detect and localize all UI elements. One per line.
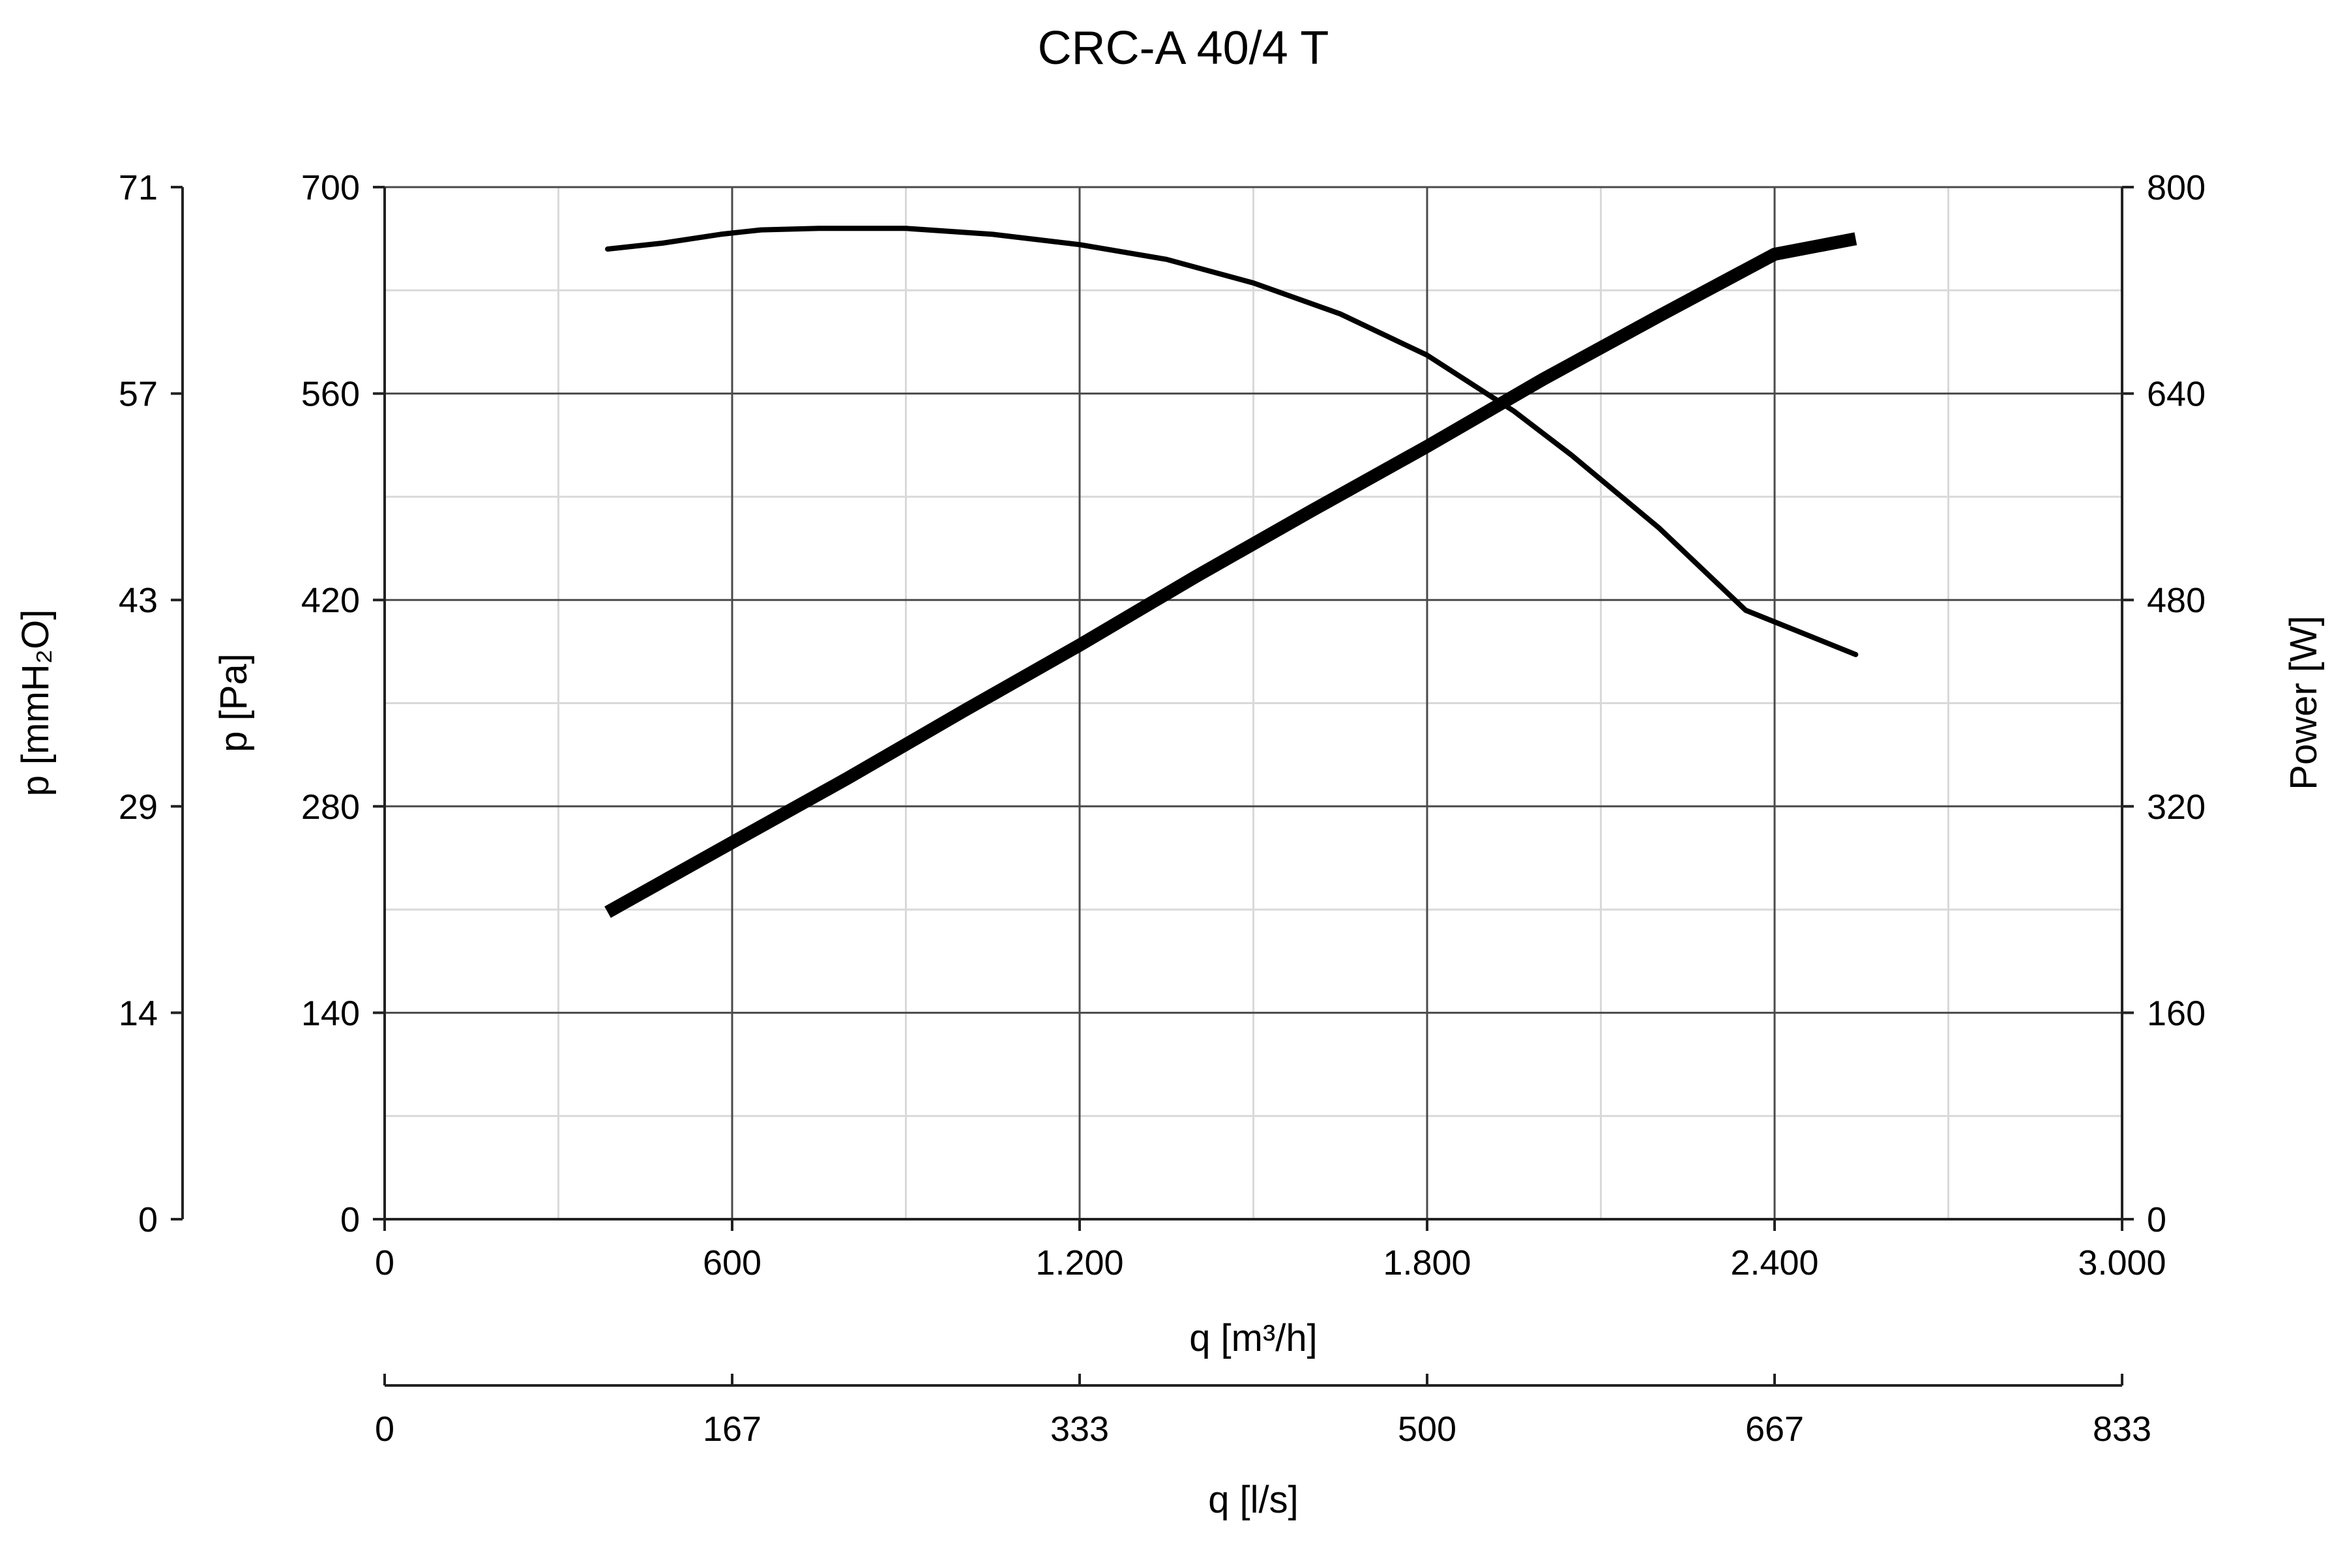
y-tick-label-mmh2o: 71	[119, 168, 158, 207]
x-tick-label-ls: 500	[1398, 1410, 1456, 1449]
y-tick-label-pa: 0	[340, 1200, 360, 1239]
y-axis-title-mmh2o: p [mmH₂O]	[14, 610, 57, 797]
y-tick-label-power: 480	[2147, 581, 2206, 620]
x-tick-label-m3h: 0	[375, 1243, 394, 1282]
y-tick-label-mmh2o: 29	[119, 788, 158, 827]
y-tick-label-mmh2o: 14	[119, 994, 158, 1033]
y-tick-label-mmh2o: 57	[119, 375, 158, 414]
x-tick-label-ls: 333	[1050, 1410, 1109, 1449]
y-tick-label-pa: 280	[301, 788, 360, 827]
y-axis-title-pa: p [Pa]	[213, 653, 255, 752]
x-tick-label-m3h: 1.200	[1035, 1243, 1123, 1282]
y-tick-label-power: 320	[2147, 788, 2206, 827]
x-tick-label-ls: 0	[375, 1410, 394, 1449]
y-tick-label-power: 800	[2147, 168, 2206, 207]
pressure-curve-line	[605, 226, 1859, 657]
chart-title: CRC-A 40/4 T	[1038, 22, 1329, 74]
y-tick-label-pa: 700	[301, 168, 360, 207]
y-tick-label-power: 0	[2147, 1200, 2166, 1239]
y-tick-label-power: 640	[2147, 375, 2206, 414]
y-tick-label-power: 160	[2147, 994, 2206, 1033]
y-tick-label-pa: 420	[301, 581, 360, 620]
y-tick-label-mmh2o: 0	[138, 1200, 158, 1239]
x-tick-label-m3h: 3.000	[2078, 1243, 2166, 1282]
y-tick-label-mmh2o: 43	[119, 581, 158, 620]
x-tick-label-ls: 167	[703, 1410, 761, 1449]
x-tick-label-ls: 833	[2093, 1410, 2151, 1449]
x-tick-label-m3h: 1.800	[1383, 1243, 1471, 1282]
y-tick-label-pa: 140	[301, 994, 360, 1033]
x-axis-title-m3h: q [m³/h]	[1189, 1317, 1318, 1359]
x-tick-label-ls: 667	[1745, 1410, 1804, 1449]
power-curve-line	[604, 232, 1857, 918]
x-axis-title-ls: q [l/s]	[1208, 1479, 1299, 1521]
x-tick-label-m3h: 2.400	[1730, 1243, 1818, 1282]
x-tick-label-m3h: 600	[703, 1243, 761, 1282]
y-axis-title-power: Power [W]	[2282, 615, 2325, 790]
y-tick-label-pa: 560	[301, 375, 360, 414]
